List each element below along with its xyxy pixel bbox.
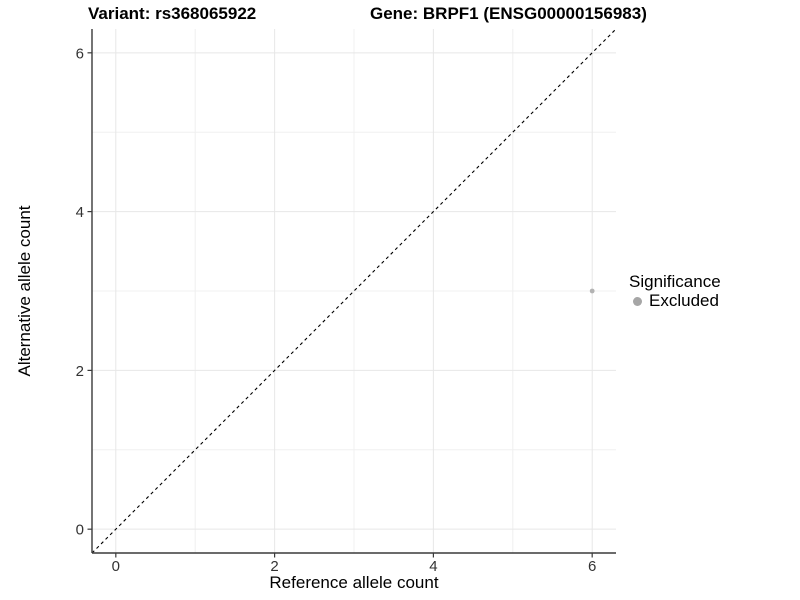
x-tick-label: 0 [112, 558, 120, 575]
legend-point-swatch-icon [633, 296, 642, 306]
legend: Significance Excluded [629, 272, 721, 310]
x-tick-label: 4 [429, 558, 437, 575]
data-point [589, 288, 595, 294]
y-axis-label: Alternative allele count [15, 205, 34, 377]
y-tick-label: 4 [76, 204, 84, 221]
y-tick-label: 0 [76, 522, 84, 539]
legend-title: Significance [629, 272, 721, 291]
plot-title-variant: Variant: rs368065922 [88, 4, 257, 23]
x-tick-label: 2 [270, 558, 278, 575]
y-tick-label: 2 [76, 363, 84, 380]
plot-title-gene: Gene: BRPF1 (ENSG00000156983) [370, 4, 647, 23]
x-axis-label: Reference allele count [269, 573, 439, 592]
x-tick-label: 6 [588, 558, 596, 575]
legend-entry-label: Excluded [649, 291, 719, 310]
identity-reference-line [91, 28, 617, 554]
y-tick-label: 6 [76, 45, 84, 62]
legend-entry-excluded: Excluded [629, 291, 721, 310]
